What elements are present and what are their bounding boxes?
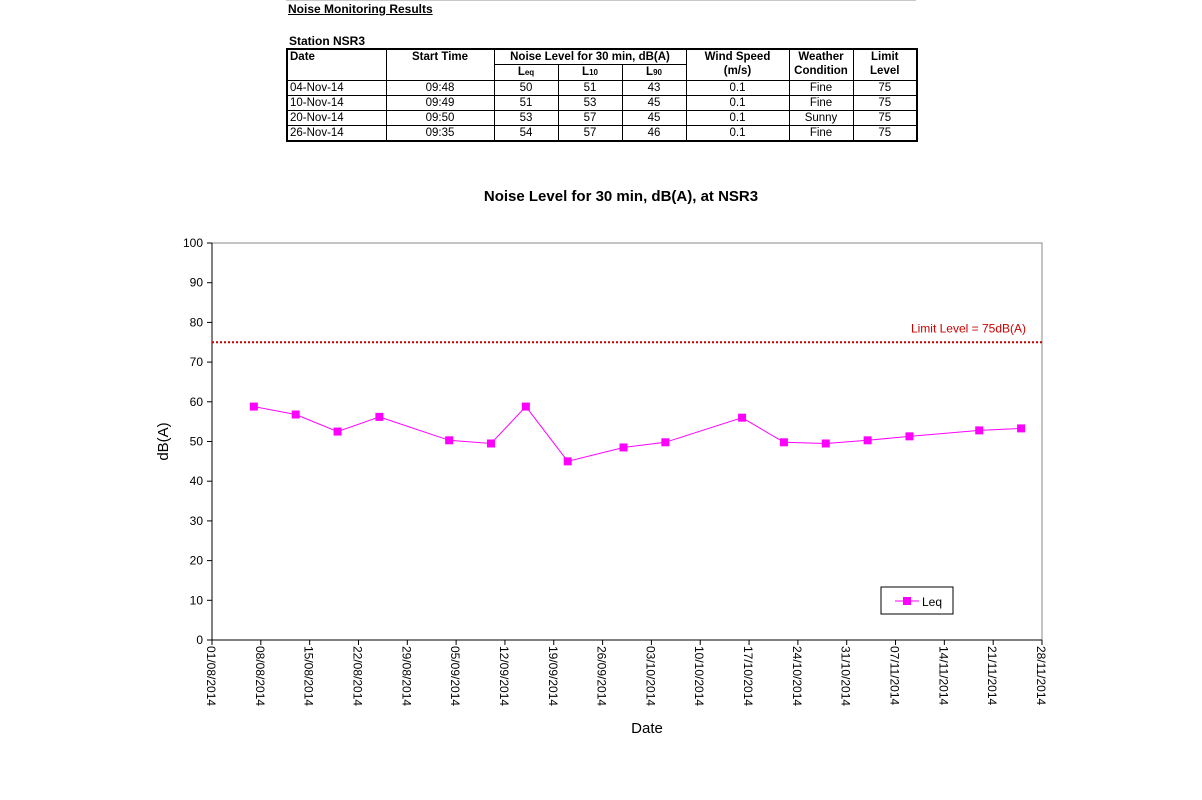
cell-limit: 75 (852, 110, 918, 126)
x-tick-label: 17/10/2014 (741, 646, 755, 706)
results-table: Date Start Time Noise Level for 30 min, … (286, 48, 918, 142)
legend-label-leq: Leq (922, 595, 942, 609)
y-tick-label: 30 (190, 514, 204, 528)
cell-weather: Sunny (788, 110, 854, 126)
y-tick-label: 60 (190, 395, 204, 409)
cell-leq: 53 (493, 110, 559, 126)
header-wind-speed-unit: (m/s) (723, 65, 752, 77)
header-level-label: Level (870, 65, 900, 77)
x-tick-label: 08/08/2014 (253, 646, 267, 706)
header-l90-sub: 90 (653, 68, 662, 77)
cell-date: 20-Nov-14 (286, 110, 387, 126)
data-point-leq (821, 439, 830, 448)
cell-l10: 57 (557, 110, 623, 126)
table-row: 26-Nov-14 09:35 54 57 46 0.1 Fine 75 (286, 125, 918, 142)
header-wind-speed-label: Wind Speed (704, 51, 771, 63)
x-tick-label: 31/10/2014 (839, 646, 853, 706)
data-point-leq (738, 413, 747, 422)
legend-marker-leq (903, 597, 911, 605)
cell-time: 09:50 (385, 110, 495, 126)
x-tick-label: 19/09/2014 (546, 646, 560, 706)
x-tick-label: 26/09/2014 (595, 646, 609, 706)
cell-limit: 75 (852, 80, 918, 96)
x-tick-label: 05/09/2014 (448, 646, 462, 706)
y-tick-label: 20 (190, 554, 204, 568)
header-condition-label: Condition (794, 65, 848, 77)
cell-leq: 50 (493, 80, 559, 96)
y-tick-label: 100 (183, 236, 203, 250)
cell-limit: 75 (852, 125, 918, 142)
x-tick-label: 10/10/2014 (692, 646, 706, 706)
data-point-leq (661, 438, 670, 447)
cell-l90: 46 (621, 125, 687, 142)
x-tick-label: 24/10/2014 (790, 646, 804, 706)
data-point-leq (333, 427, 342, 436)
header-l10-l: L (582, 66, 590, 78)
x-axis-label: Date (631, 720, 663, 737)
y-tick-label: 50 (190, 435, 204, 449)
data-point-leq (619, 443, 628, 452)
data-point-leq (486, 439, 495, 448)
cell-weather: Fine (788, 125, 854, 142)
y-tick-label: 0 (196, 633, 203, 647)
header-wind-speed: Wind Speed (m/s) (685, 48, 790, 81)
data-point-leq (779, 438, 788, 447)
header-l90-l: L (646, 66, 654, 78)
x-tick-label: 22/08/2014 (350, 646, 364, 706)
x-tick-label: 14/11/2014 (936, 646, 950, 705)
x-tick-label: 29/08/2014 (399, 646, 413, 706)
cell-date: 26-Nov-14 (286, 125, 387, 142)
header-leq-l: L (517, 66, 525, 78)
x-tick-label: 01/08/2014 (204, 646, 218, 706)
header-limit-label: Limit (871, 51, 899, 63)
x-tick-label: 15/08/2014 (302, 646, 316, 706)
table-subheader-row: Leq L10 L90 (287, 64, 917, 81)
cell-time: 09:35 (385, 125, 495, 142)
data-point-leq (975, 426, 984, 435)
limit-line-label: Limit Level = 75dB(A) (911, 321, 1026, 335)
y-tick-label: 90 (190, 276, 204, 290)
header-weather-label: Weather (798, 51, 844, 63)
y-tick-label: 70 (190, 355, 204, 369)
header-leq-sub: eq (524, 68, 535, 77)
table-row: 04-Nov-14 09:48 50 51 43 0.1 Fine 75 (286, 80, 918, 96)
chart-title: Noise Level for 30 min, dB(A), at NSR3 (483, 188, 759, 205)
y-axis-label: dB(A) (155, 422, 172, 460)
data-point-leq (291, 410, 300, 419)
data-point-leq (249, 402, 258, 411)
header-l10-sub: 10 (589, 68, 598, 77)
header-start-time: Start Time (385, 48, 495, 81)
data-point-leq (905, 432, 914, 441)
y-tick-label: 40 (190, 474, 204, 488)
plot-area (211, 242, 1043, 641)
table-row: 20-Nov-14 09:50 53 57 45 0.1 Sunny 75 (286, 110, 918, 126)
title-rule (286, 0, 916, 1)
x-tick-label: 12/09/2014 (497, 646, 511, 706)
cell-wind: 0.1 (685, 125, 790, 142)
data-point-leq (863, 436, 872, 445)
data-point-leq (445, 436, 454, 445)
x-tick-label: 28/11/2014 (1034, 646, 1048, 705)
report-title: Noise Monitoring Results (288, 2, 433, 16)
y-tick-label: 80 (190, 315, 204, 329)
data-point-leq (563, 457, 572, 466)
data-point-leq (1017, 424, 1026, 433)
cell-date: 10-Nov-14 (286, 95, 387, 111)
cell-weather: Fine (788, 95, 854, 111)
y-tick-label: 10 (190, 593, 204, 607)
x-tick-label: 21/11/2014 (985, 646, 999, 705)
x-tick-label: 07/11/2014 (888, 646, 902, 705)
station-label: Station NSR3 (289, 34, 366, 48)
table-header-row: Date Start Time Noise Level for 30 min, … (286, 48, 918, 81)
data-point-leq (375, 412, 384, 421)
data-point-leq (521, 402, 530, 411)
cell-wind: 0.1 (685, 110, 790, 126)
x-tick-label: 03/10/2014 (643, 646, 657, 706)
